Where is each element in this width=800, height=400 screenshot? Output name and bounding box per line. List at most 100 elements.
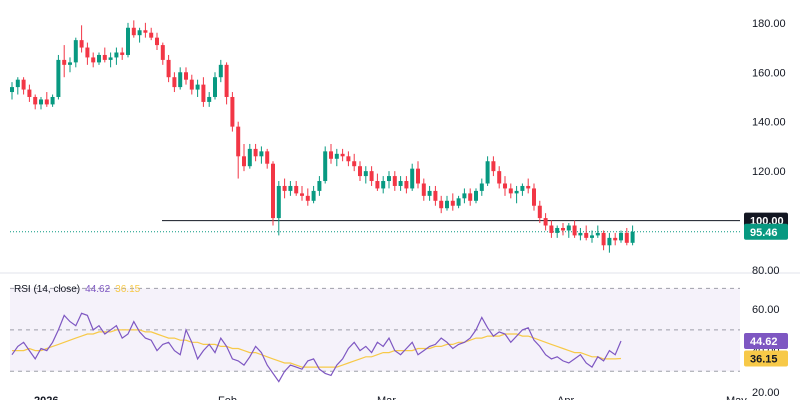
candle[interactable] [410, 163, 415, 191]
candle[interactable] [607, 232, 612, 253]
candle[interactable] [543, 213, 548, 231]
candle[interactable] [381, 176, 386, 194]
candle[interactable] [126, 22, 130, 58]
candle[interactable] [236, 121, 241, 179]
candle[interactable] [526, 178, 531, 194]
candle[interactable] [613, 232, 618, 246]
candle[interactable] [21, 77, 26, 95]
candle[interactable] [247, 143, 252, 169]
candle[interactable] [346, 151, 351, 167]
candle[interactable] [416, 161, 420, 189]
rsi-ma-line[interactable] [12, 329, 622, 368]
candle[interactable] [387, 171, 391, 189]
candle[interactable] [259, 146, 264, 164]
candle[interactable] [50, 94, 55, 107]
candle[interactable] [404, 176, 409, 194]
candle[interactable] [485, 156, 490, 186]
candle[interactable] [201, 77, 206, 107]
candle[interactable] [317, 176, 322, 196]
candle[interactable] [137, 27, 142, 43]
candle[interactable] [276, 181, 281, 236]
candle[interactable] [514, 185, 519, 204]
candle[interactable] [62, 45, 67, 78]
candle[interactable] [363, 166, 368, 184]
candle[interactable] [578, 227, 583, 241]
candle[interactable] [149, 27, 154, 41]
candle[interactable] [189, 74, 194, 95]
candle[interactable] [323, 146, 328, 184]
candle[interactable] [102, 47, 107, 63]
candle[interactable] [265, 148, 270, 169]
candle[interactable] [207, 92, 212, 107]
candle[interactable] [555, 225, 560, 238]
candle[interactable] [537, 200, 542, 224]
candle[interactable] [155, 32, 159, 51]
candle[interactable] [184, 67, 188, 85]
candle[interactable] [479, 178, 484, 196]
candle[interactable] [68, 57, 72, 73]
candle[interactable] [172, 72, 177, 93]
candle[interactable] [532, 183, 536, 211]
candle[interactable] [282, 178, 287, 199]
candle[interactable] [619, 230, 623, 243]
candle[interactable] [474, 188, 478, 204]
candle[interactable] [520, 183, 525, 196]
candle[interactable] [224, 62, 229, 105]
candle[interactable] [462, 188, 467, 204]
candle[interactable] [131, 20, 136, 38]
candle[interactable] [44, 92, 49, 107]
rsi-line[interactable] [11, 312, 622, 383]
candle[interactable] [195, 79, 200, 97]
candle[interactable] [624, 227, 629, 246]
candle[interactable] [497, 166, 502, 189]
candle[interactable] [590, 230, 594, 243]
candle[interactable] [329, 143, 333, 164]
candle[interactable] [108, 52, 113, 68]
candle[interactable] [271, 161, 275, 226]
candle[interactable] [91, 52, 96, 68]
candle[interactable] [340, 148, 345, 162]
candle[interactable] [305, 188, 310, 206]
candle[interactable] [166, 54, 171, 83]
candle[interactable] [352, 153, 357, 172]
candle[interactable] [15, 77, 20, 95]
candle[interactable] [369, 166, 374, 186]
candle[interactable] [595, 225, 600, 238]
candle[interactable] [300, 185, 304, 201]
candle[interactable] [10, 82, 14, 100]
candle[interactable] [288, 181, 293, 196]
candle[interactable] [566, 223, 571, 238]
candle[interactable] [468, 188, 473, 206]
candle[interactable] [375, 173, 380, 191]
candle[interactable] [421, 178, 426, 201]
candle[interactable] [398, 176, 403, 191]
candle[interactable] [218, 59, 223, 83]
candle[interactable] [450, 193, 455, 211]
candle[interactable] [242, 143, 246, 172]
candle[interactable] [503, 176, 507, 196]
candle[interactable] [79, 25, 84, 53]
candle[interactable] [114, 47, 119, 65]
candle[interactable] [427, 185, 432, 201]
candle[interactable] [439, 195, 444, 214]
candle[interactable] [334, 148, 339, 167]
candle[interactable] [85, 42, 90, 65]
candle[interactable] [97, 52, 101, 65]
candle[interactable] [253, 143, 258, 162]
candle[interactable] [445, 195, 449, 211]
candle[interactable] [120, 47, 125, 60]
candle[interactable] [56, 54, 61, 100]
candle[interactable] [358, 161, 362, 182]
candle[interactable] [178, 67, 183, 90]
candle[interactable] [572, 220, 577, 238]
candle[interactable] [160, 42, 165, 65]
candle[interactable] [213, 72, 217, 100]
candle[interactable] [561, 223, 565, 236]
candle[interactable] [294, 181, 299, 196]
candle[interactable] [311, 185, 316, 204]
candle[interactable] [491, 156, 496, 177]
candle[interactable] [630, 225, 635, 246]
candle[interactable] [433, 185, 438, 206]
candle[interactable] [33, 94, 38, 110]
